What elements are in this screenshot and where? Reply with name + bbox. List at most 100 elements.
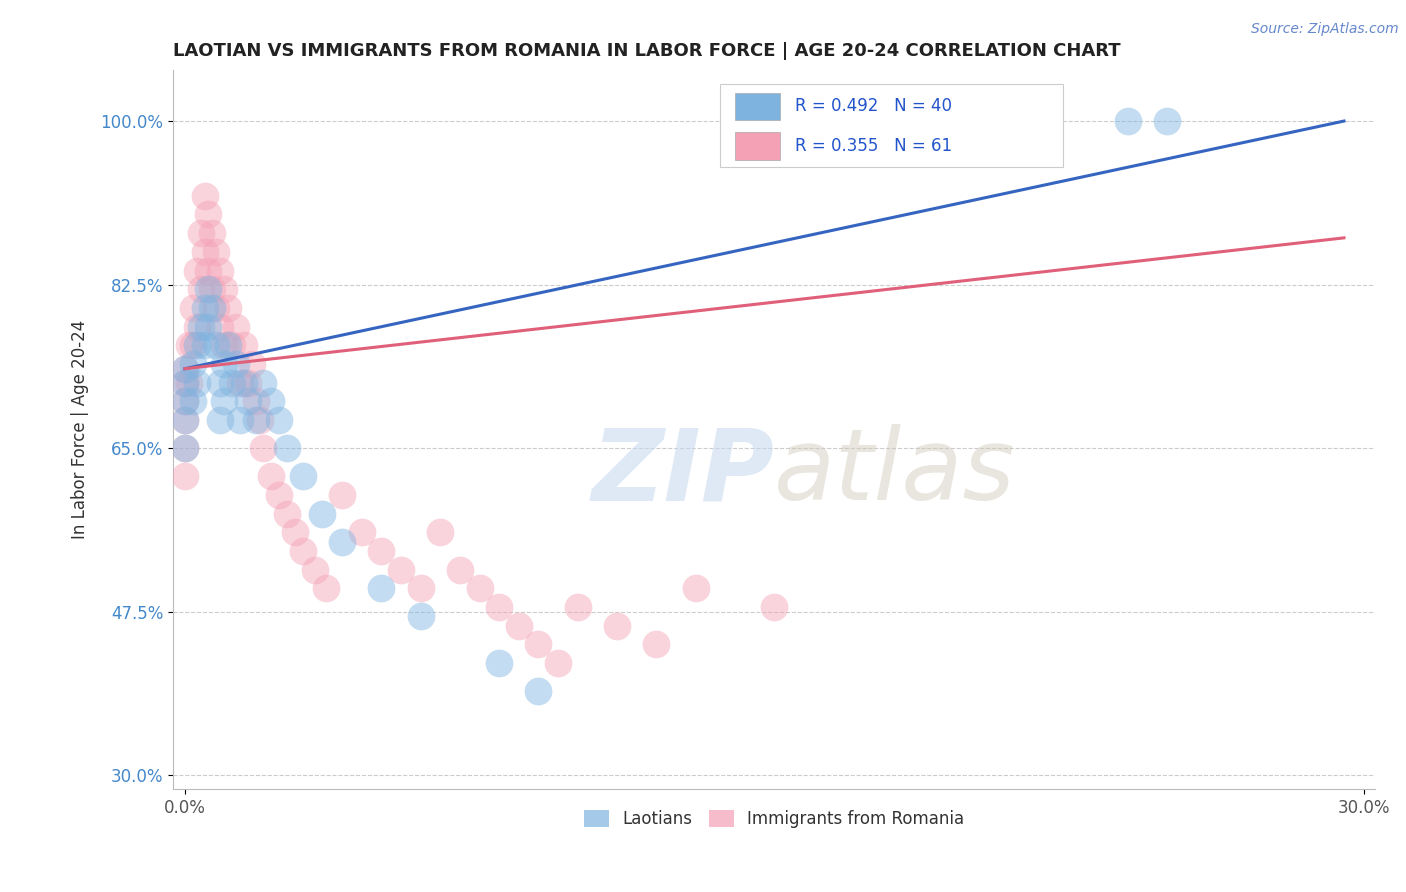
Point (190, 282, 212, 296)
Point (370, 544, 392, 558)
Point (186, 376, 208, 390)
Point (252, 376, 274, 390)
Point (1156, 114, 1178, 128)
Point (209, 319, 232, 334)
Point (240, 357, 263, 371)
Point (468, 582, 491, 596)
Point (284, 525, 307, 540)
Point (236, 394, 259, 409)
Point (212, 357, 235, 371)
Point (197, 263, 219, 277)
Point (236, 376, 259, 390)
Point (193, 244, 215, 259)
Point (429, 525, 451, 540)
Point (173, 441, 195, 455)
Point (217, 338, 239, 352)
Point (882, 114, 904, 128)
FancyBboxPatch shape (720, 84, 1063, 167)
Point (488, 656, 510, 670)
Point (197, 207, 219, 221)
Point (181, 394, 204, 409)
Point (330, 534, 353, 549)
Point (181, 357, 204, 371)
Point (173, 376, 195, 390)
Point (181, 301, 204, 315)
Point (221, 376, 243, 390)
Point (212, 282, 235, 296)
Point (225, 357, 247, 371)
Point (685, 582, 707, 596)
Text: ZIP: ZIP (592, 424, 775, 521)
Point (291, 469, 314, 483)
Point (177, 376, 200, 390)
Point (186, 319, 208, 334)
Point (527, 684, 550, 698)
Point (173, 469, 195, 483)
Text: atlas: atlas (775, 424, 1017, 521)
Point (205, 338, 228, 352)
Point (209, 376, 232, 390)
FancyBboxPatch shape (734, 93, 780, 120)
Point (190, 226, 212, 240)
Point (173, 413, 195, 427)
Point (173, 441, 195, 455)
Point (225, 319, 247, 334)
Point (201, 226, 224, 240)
Point (193, 338, 215, 352)
Point (181, 338, 204, 352)
Point (260, 469, 283, 483)
Point (212, 394, 235, 409)
Point (409, 582, 432, 596)
Point (1116, 114, 1139, 128)
Point (193, 301, 215, 315)
Point (252, 441, 274, 455)
Point (350, 525, 373, 540)
Point (276, 441, 298, 455)
Text: R = 0.492   N = 40: R = 0.492 N = 40 (794, 97, 952, 115)
Point (232, 338, 254, 352)
Point (276, 507, 298, 521)
Point (201, 282, 224, 296)
Point (173, 361, 195, 376)
Point (186, 338, 208, 352)
Point (547, 656, 569, 670)
Point (527, 637, 550, 651)
Point (291, 544, 314, 558)
Point (205, 301, 228, 315)
Point (567, 599, 589, 614)
Point (201, 301, 224, 315)
FancyBboxPatch shape (734, 132, 780, 160)
Point (330, 488, 353, 502)
Point (269, 488, 291, 502)
Point (193, 189, 215, 203)
Point (315, 582, 337, 596)
Point (311, 507, 333, 521)
Point (488, 599, 510, 614)
Point (508, 618, 530, 632)
Point (177, 338, 200, 352)
Point (190, 319, 212, 334)
Point (260, 394, 283, 409)
Point (245, 413, 267, 427)
Text: Source: ZipAtlas.com: Source: ZipAtlas.com (1251, 22, 1399, 37)
Point (409, 609, 432, 624)
Point (212, 338, 235, 352)
Point (197, 282, 219, 296)
Point (229, 413, 252, 427)
Point (249, 413, 271, 427)
Text: R = 0.355   N = 61: R = 0.355 N = 61 (794, 137, 952, 155)
Point (232, 376, 254, 390)
Point (197, 319, 219, 334)
Point (209, 263, 232, 277)
Point (245, 394, 267, 409)
Legend: Laotians, Immigrants from Romania: Laotians, Immigrants from Romania (578, 804, 972, 835)
Point (205, 244, 228, 259)
Y-axis label: In Labor Force | Age 20-24: In Labor Force | Age 20-24 (72, 320, 89, 539)
Point (221, 338, 243, 352)
Point (606, 618, 628, 632)
Point (209, 413, 232, 427)
Point (449, 563, 471, 577)
Point (269, 413, 291, 427)
Point (173, 394, 195, 409)
Point (186, 263, 208, 277)
